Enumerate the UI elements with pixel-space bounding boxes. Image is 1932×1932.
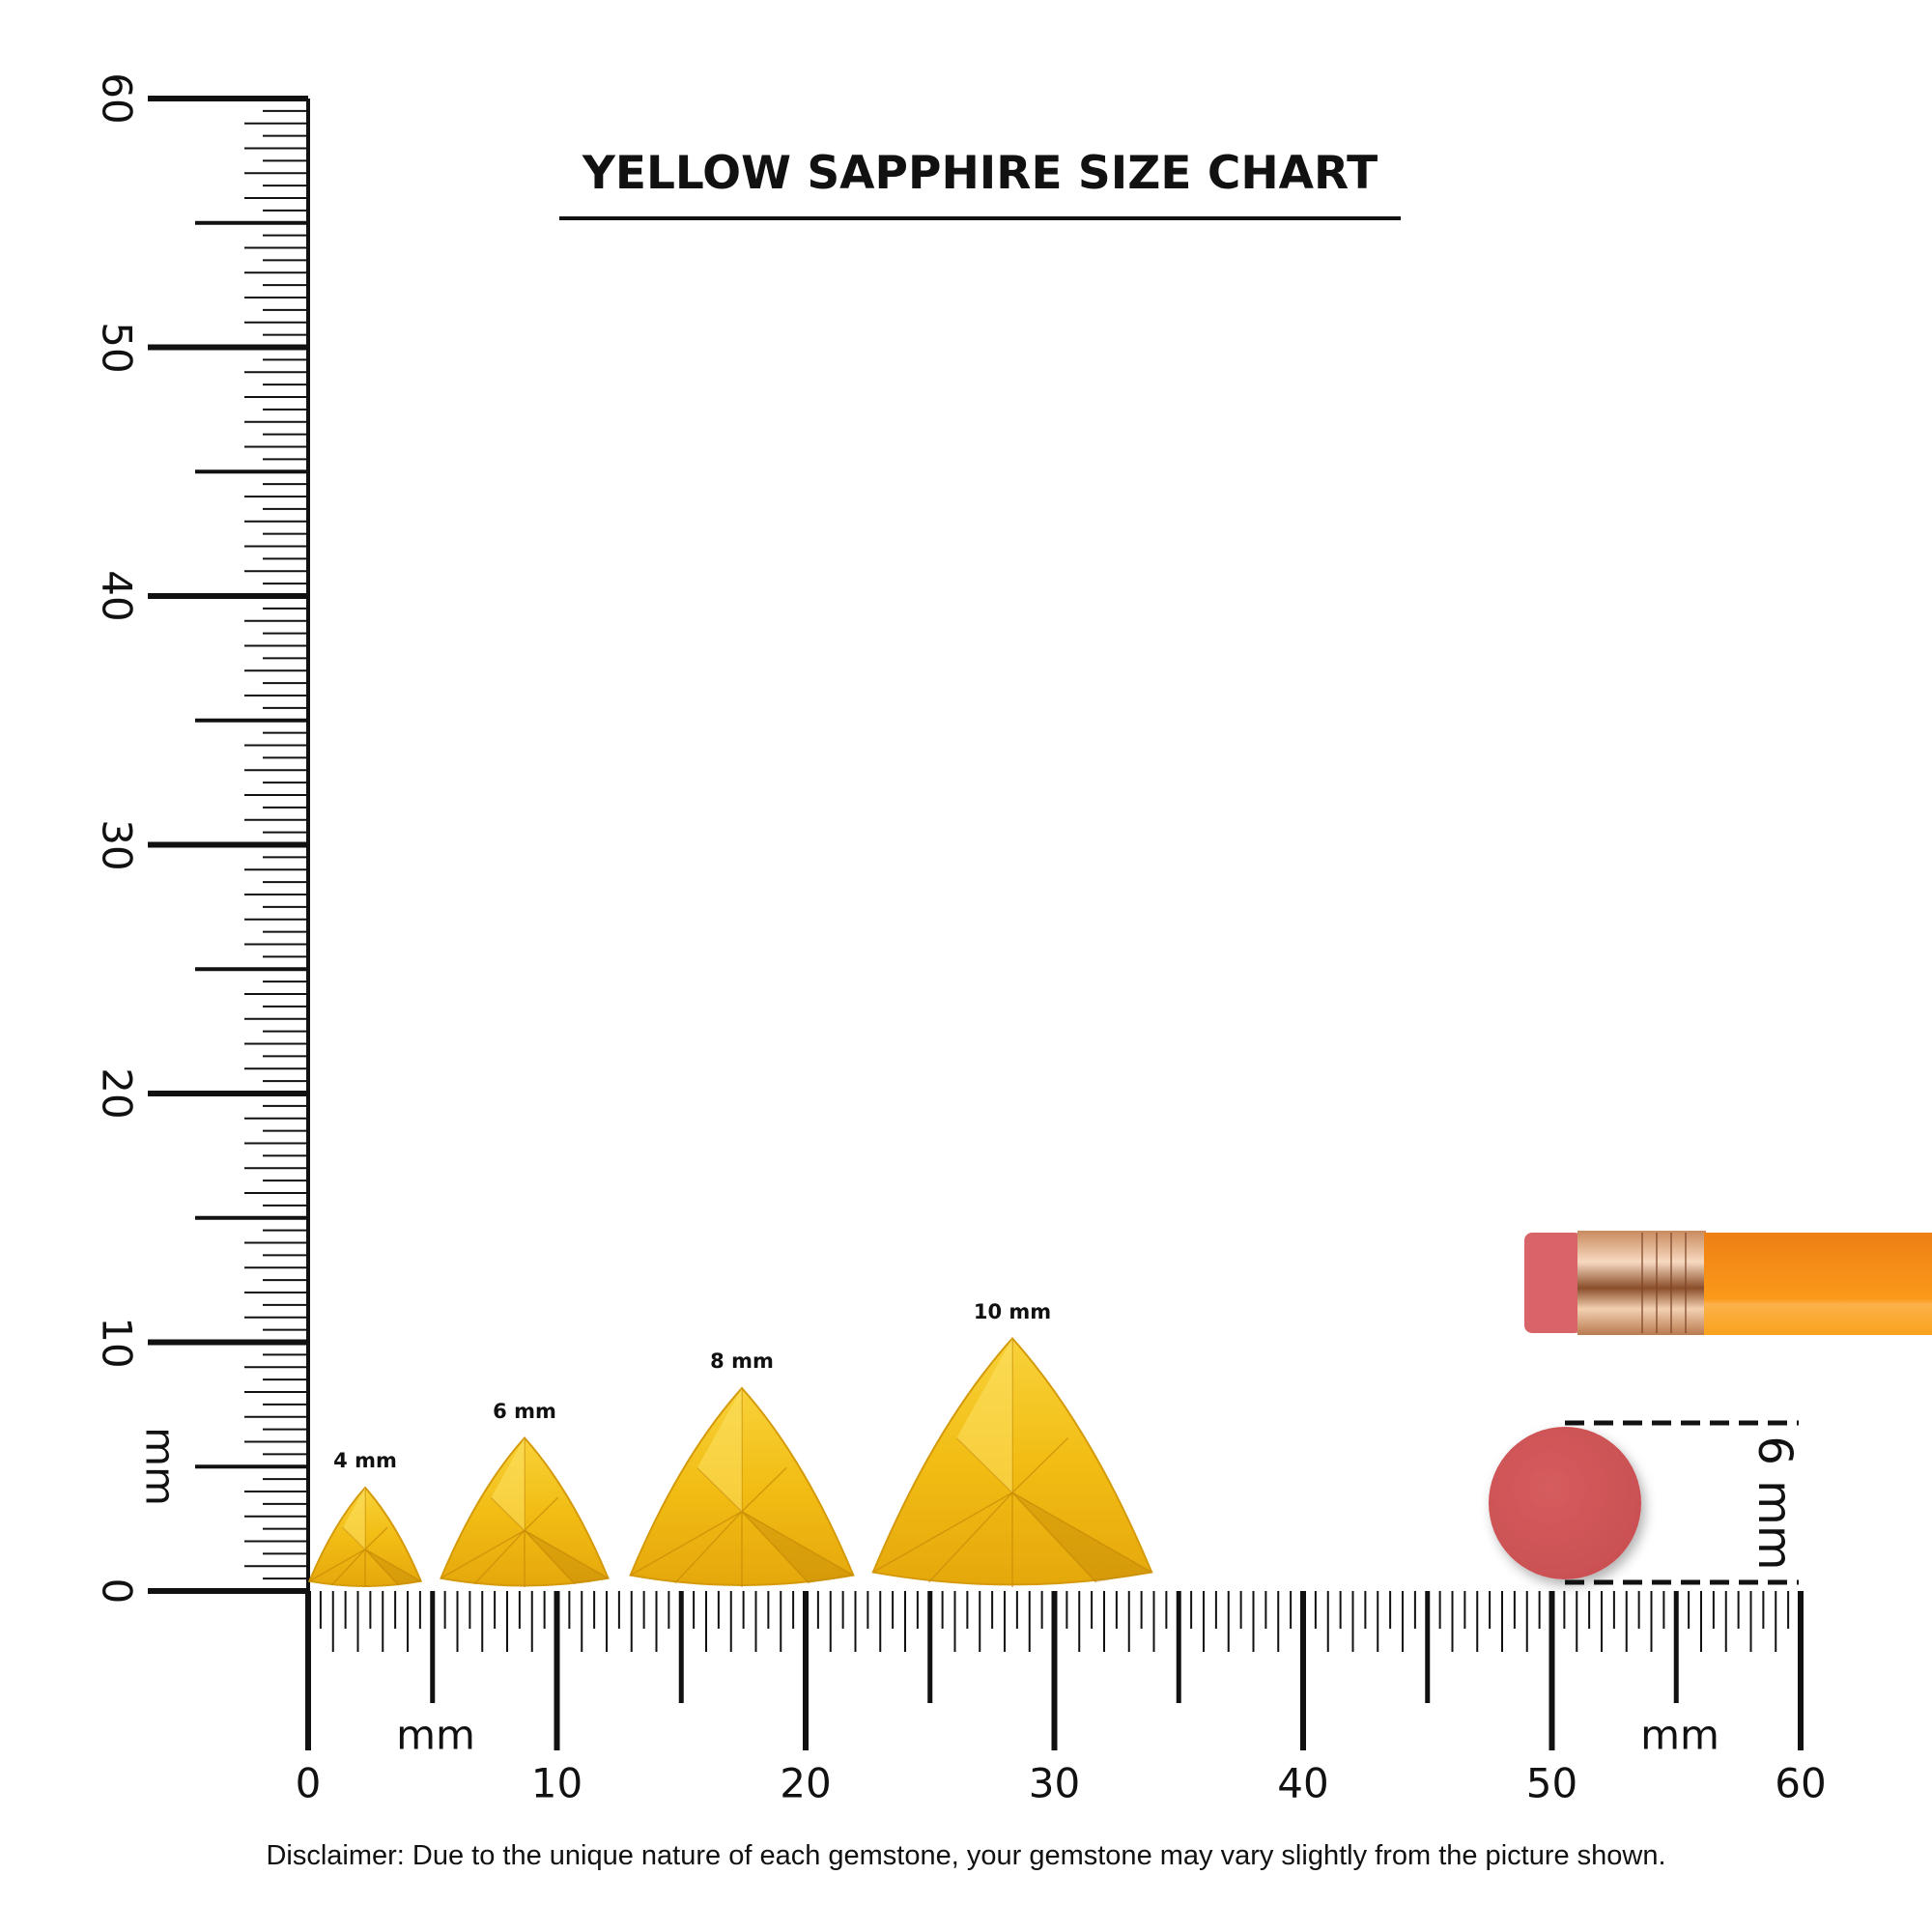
- gem-facet: [927, 1492, 1013, 1583]
- gem-facet: [1011, 1492, 1152, 1574]
- horizontal-unit-label-left: mm: [396, 1711, 475, 1759]
- gem-facet: [330, 1548, 366, 1586]
- gem-facet: [308, 1548, 366, 1582]
- gem-facet: [524, 1496, 559, 1531]
- gem-facet-highlight: [956, 1338, 1012, 1493]
- gem-10mm: [871, 1337, 1153, 1587]
- gem-4mm: [307, 1486, 423, 1587]
- horizontal-unit-label-right: mm: [1640, 1711, 1719, 1759]
- vertical-ruler-label: 40: [93, 570, 141, 622]
- gem-6mm: [440, 1436, 610, 1587]
- vertical-ruler: [148, 96, 310, 1594]
- disclaimer: Disclaimer: Due to the unique nature of …: [266, 1840, 1666, 1871]
- pencil-body: [1704, 1233, 1932, 1335]
- gem-facet: [364, 1548, 400, 1586]
- gem-facet-highlight: [491, 1437, 525, 1531]
- gem-facet-shadow: [1012, 1492, 1152, 1582]
- gem-facet: [364, 1548, 422, 1582]
- horizontal-ruler-label: 50: [1525, 1759, 1578, 1807]
- vertical-ruler-label: 20: [93, 1067, 141, 1120]
- gem-group: [307, 1337, 1153, 1587]
- gem-facet-highlight: [696, 1388, 742, 1512]
- horizontal-ruler: [148, 1588, 1804, 1750]
- horizontal-ruler-label: 10: [530, 1759, 583, 1807]
- gem-facet: [473, 1529, 526, 1585]
- gem-size-label: 10 mm: [973, 1299, 1052, 1323]
- gem-facet: [630, 1511, 743, 1577]
- gem-facet: [872, 1492, 1013, 1574]
- vertical-ruler-label: 50: [93, 321, 141, 374]
- title-underline: [559, 216, 1401, 220]
- gem-facet: [1011, 1492, 1097, 1583]
- horizontal-ruler-label: 30: [1028, 1759, 1081, 1807]
- vertical-ruler-label: 30: [93, 818, 141, 871]
- vertical-ruler-label: 60: [93, 72, 141, 125]
- pencil-eraser: [1524, 1233, 1582, 1333]
- gem-facet: [741, 1511, 854, 1577]
- gem-facet: [741, 1466, 787, 1513]
- gem-facet: [674, 1511, 743, 1584]
- eraser-reference-circle: [1489, 1427, 1641, 1579]
- horizontal-ruler-label: 60: [1775, 1759, 1827, 1807]
- gem-facet: [524, 1529, 609, 1579]
- gem-facet-highlight: [342, 1488, 365, 1549]
- gem-size-label: 4 mm: [333, 1449, 397, 1472]
- gem-size-label: 6 mm: [493, 1399, 556, 1423]
- gem-facet-shadow: [525, 1530, 609, 1584]
- reference-size-label: 6 mm: [1747, 1435, 1802, 1571]
- vertical-unit-label: mm: [136, 1427, 185, 1506]
- gem-facet-shadow: [742, 1511, 854, 1583]
- gem-facet: [440, 1529, 526, 1579]
- gem-size-label: 8 mm: [710, 1350, 774, 1373]
- vertical-ruler-label: 0: [93, 1577, 141, 1605]
- page-title: YELLOW SAPPHIRE SIZE CHART: [582, 147, 1378, 200]
- horizontal-ruler-label: 0: [295, 1759, 322, 1807]
- gem-facet: [1011, 1436, 1069, 1493]
- horizontal-ruler-label: 40: [1277, 1759, 1329, 1807]
- vertical-ruler-label: 10: [93, 1316, 141, 1369]
- gem-facet-shadow: [365, 1548, 421, 1585]
- pencil: [1524, 1231, 1932, 1335]
- gem-facet: [741, 1511, 810, 1584]
- gem-facet: [364, 1526, 388, 1550]
- gem-8mm: [629, 1386, 855, 1587]
- horizontal-ruler-label: 20: [780, 1759, 832, 1807]
- gem-facet: [524, 1529, 576, 1585]
